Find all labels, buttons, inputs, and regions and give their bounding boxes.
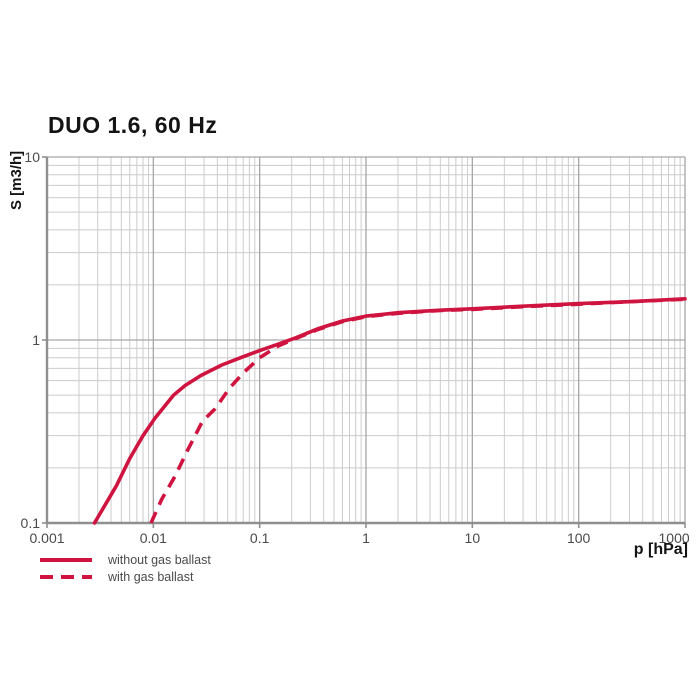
x-tick-label-1000: 1000: [658, 530, 690, 546]
y-tick-label-1: 1: [32, 332, 40, 348]
legend: without gas ballast with gas ballast: [40, 551, 211, 585]
solid-line-icon: [40, 557, 92, 562]
legend-item-with-gas-ballast: with gas ballast: [40, 568, 211, 585]
x-axis-label: p [hPa]: [633, 541, 688, 558]
curve-solid-without-gas-ballast: [92, 297, 687, 525]
chart-title: DUO 1.6, 60 Hz: [48, 112, 218, 138]
x-tick-label-0.01: 0.01: [139, 530, 167, 546]
legend-item-without-gas-ballast: without gas ballast: [40, 551, 211, 568]
dashed-line-icon: [40, 574, 92, 579]
legend-label-with-gas-ballast: with gas ballast: [108, 569, 194, 584]
x-tick-label-10: 10: [464, 530, 481, 546]
y-tick-label-0.1: 0.1: [20, 515, 40, 531]
x-tick-label-100: 100: [566, 530, 591, 546]
x-tick-label-0.001: 0.001: [29, 530, 65, 546]
curve-dashed-with-gas-ballast: [149, 297, 686, 524]
legend-label-without-gas-ballast: without gas ballast: [108, 552, 211, 567]
x-tick-label-1: 1: [362, 530, 370, 546]
plot-area: [42, 156, 687, 528]
y-tick-label-10: 10: [24, 149, 40, 165]
x-tick-label-0.1: 0.1: [249, 530, 270, 546]
